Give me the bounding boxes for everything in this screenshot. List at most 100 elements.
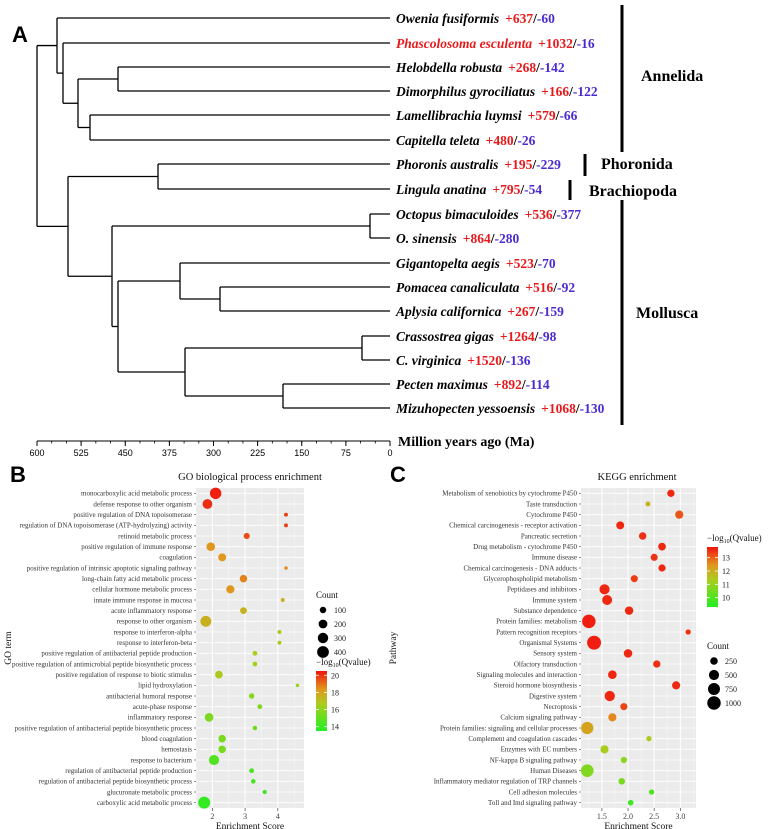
- data-point: [648, 789, 655, 795]
- color-legend-title-suffix: (Qvalue): [730, 533, 762, 543]
- size-legend-label: 100: [334, 606, 346, 615]
- gain-count: +166: [541, 84, 569, 99]
- loss-count: -114: [526, 377, 550, 392]
- y-axis-title: GO term: [4, 631, 14, 665]
- data-point: [284, 566, 288, 570]
- taxon-label: Aplysia californica +267/-159: [395, 304, 564, 319]
- separator: /: [535, 60, 540, 75]
- gain-count: +267: [507, 304, 535, 319]
- taxon-name: C. virginica: [396, 353, 462, 368]
- time-axis-tick-label: 225: [250, 448, 265, 458]
- time-axis-tick-label: 600: [29, 448, 44, 458]
- x-tick-label: 2.0: [623, 812, 633, 821]
- data-point: [600, 745, 609, 754]
- taxon-name: Dimorphilus gyrociliatus: [395, 84, 535, 99]
- taxon-name: Crassostrea gigas: [396, 329, 494, 344]
- data-point: [604, 690, 615, 702]
- data-point: [248, 693, 255, 699]
- separator: /: [533, 256, 538, 271]
- loss-count: -377: [556, 207, 581, 222]
- color-legend-title: −log10(Qvalue): [316, 657, 371, 669]
- size-legend-marker: [708, 683, 720, 695]
- color-legend-label: 16: [331, 706, 339, 715]
- gain-count: +516: [525, 280, 553, 295]
- color-legend-title: −log10(Qvalue): [707, 533, 762, 545]
- gain-count: +637: [505, 11, 533, 26]
- group-label-brachiopoda: Brachiopoda: [589, 183, 677, 200]
- term-label: lipid hydroxylation: [138, 682, 192, 690]
- term-label: innate immune response in mucosa: [94, 596, 193, 604]
- loss-count: -54: [524, 182, 542, 197]
- data-point: [284, 523, 288, 528]
- size-legend-marker: [318, 619, 328, 629]
- group-label-annelida: Annelida: [641, 68, 703, 85]
- taxon-label: Mizuhopecten yessoensis +1068/-130: [395, 401, 605, 416]
- term-label: inflammatory response: [128, 714, 192, 722]
- data-point: [250, 779, 256, 784]
- taxon-label: C. virginica +1520/-136: [396, 353, 531, 368]
- x-tick-label: 2: [210, 812, 214, 821]
- loss-count: -92: [557, 280, 575, 295]
- term-label: Digestive system: [529, 692, 578, 700]
- term-label: monocarboxylic acid metabolic process: [81, 490, 192, 498]
- gain-count: +268: [508, 60, 536, 75]
- plot-background: [196, 488, 304, 808]
- x-axis-title: Enrichment Score: [216, 822, 284, 829]
- data-point: [252, 661, 258, 667]
- data-point: [277, 640, 282, 645]
- taxon-name: Aplysia californica: [395, 304, 502, 319]
- term-label: Inflammatory mediator regulation of TRP …: [434, 778, 578, 786]
- data-point: [599, 584, 610, 595]
- panel-c-letter: C: [390, 462, 406, 487]
- size-legend-label: 750: [725, 685, 737, 694]
- term-label: antibacterial humoral response: [106, 692, 192, 700]
- data-point: [675, 510, 684, 519]
- color-legend-label: 11: [722, 580, 730, 589]
- taxon-label: Phascolosoma esculenta +1032/-16: [396, 36, 595, 51]
- term-label: acute inflammatory response: [111, 607, 192, 615]
- gain-count: +1520: [467, 353, 502, 368]
- data-point: [252, 650, 258, 656]
- term-label: Cytochrome P450: [526, 511, 577, 519]
- term-label: coagulation: [159, 554, 192, 562]
- panel-a-letter: A: [12, 22, 28, 47]
- term-label: Substance dependence: [514, 607, 577, 615]
- separator: /: [519, 182, 524, 197]
- taxon-name: Lingula anatina: [395, 182, 487, 197]
- taxon-name: Pecten maximus: [396, 377, 488, 392]
- data-point: [257, 704, 263, 710]
- color-legend-label: 12: [722, 567, 730, 576]
- term-label: Protein families: signaling and cellular…: [440, 724, 577, 732]
- data-point: [602, 595, 613, 605]
- data-point: [218, 734, 226, 743]
- term-label: Human Diseases: [530, 767, 577, 775]
- gain-count: +1068: [541, 401, 576, 416]
- loss-count: -66: [559, 108, 577, 123]
- term-label: positive regulation of immune response: [81, 543, 192, 551]
- gain-count: +864: [463, 231, 491, 246]
- gain-count: +795: [492, 182, 520, 197]
- term-label: Chemical carcinogenesis - DNA adducts: [463, 564, 577, 572]
- gain-count: +523: [506, 256, 534, 271]
- term-label: Metabolism of xenobiotics by cytochrome …: [442, 490, 577, 498]
- term-label: regulation of antibacterial peptide bios…: [39, 778, 193, 786]
- data-point: [618, 778, 626, 785]
- loss-count: -136: [506, 353, 531, 368]
- term-label: Protein families: metabolism: [496, 618, 577, 626]
- size-legend-label: 250: [725, 657, 737, 666]
- gain-count: +536: [525, 207, 553, 222]
- separator: /: [490, 231, 495, 246]
- term-label: long-chain fatty acid metabolic process: [82, 575, 192, 583]
- term-label: Olfactory transduction: [514, 660, 578, 668]
- size-legend-label: 400: [334, 648, 346, 657]
- data-point: [667, 489, 675, 498]
- separator: /: [501, 353, 506, 368]
- data-point: [608, 713, 617, 722]
- size-legend-label: 500: [725, 671, 737, 680]
- taxon-name: Octopus bimaculoides: [396, 207, 519, 222]
- plot-title: GO biological process enrichment: [178, 472, 322, 483]
- data-point: [620, 703, 628, 711]
- separator: /: [513, 133, 518, 148]
- term-label: Enzymes with EC numbers: [501, 746, 578, 754]
- separator: /: [572, 36, 577, 51]
